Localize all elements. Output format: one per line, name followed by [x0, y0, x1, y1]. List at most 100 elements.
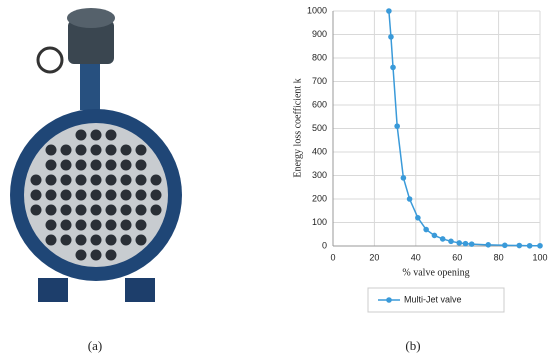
data-point — [394, 123, 400, 129]
valve-hole — [75, 219, 87, 231]
valve-hole — [90, 144, 102, 156]
data-point — [400, 175, 407, 181]
data-point — [390, 64, 396, 71]
legend-box — [367, 287, 505, 313]
x-axis-label: % valve opening — [402, 267, 469, 278]
valve-hole — [60, 234, 72, 246]
y-tick-label: 900 — [312, 29, 327, 39]
valve-hole — [75, 234, 87, 246]
x-tick-label: 0 — [330, 252, 335, 262]
valve-hole — [90, 129, 102, 141]
valve-hole — [150, 204, 162, 216]
valve-hole — [75, 159, 87, 171]
valve-hole — [105, 174, 117, 186]
valve-hole — [135, 159, 147, 171]
valve-hole — [45, 189, 57, 201]
valve-hole — [75, 189, 87, 201]
x-tick-label: 80 — [494, 252, 504, 262]
valve-hole — [105, 234, 117, 246]
data-point — [516, 242, 523, 249]
valve-hole — [60, 144, 72, 156]
valve-hole — [120, 144, 132, 156]
valve-foot — [125, 278, 155, 302]
x-tick-label: 60 — [452, 252, 462, 262]
valve-hole — [105, 219, 117, 231]
valve-hole — [75, 204, 87, 216]
legend-label: Multi-Jet valve — [404, 294, 462, 304]
valve-hole — [45, 144, 57, 156]
data-point — [485, 242, 492, 248]
valve-hole — [45, 204, 57, 216]
valve-hole — [90, 249, 102, 261]
valve-hole — [30, 189, 42, 201]
valve-hole — [90, 234, 102, 246]
valve-hole — [45, 219, 57, 231]
data-point — [448, 238, 454, 245]
y-axis-label: Energy loss coefficient k — [292, 78, 303, 177]
data-point — [431, 232, 438, 239]
valve-hole — [30, 174, 42, 186]
valve-hole — [60, 159, 72, 171]
data-point — [386, 8, 392, 14]
y-tick-label: 700 — [312, 76, 327, 86]
valve-stem — [80, 60, 100, 110]
data-point — [468, 241, 475, 247]
valve-hole — [105, 204, 117, 216]
data-point — [502, 242, 508, 249]
valve-hole — [135, 174, 147, 186]
valve-hole — [45, 234, 57, 246]
y-tick-label: 500 — [312, 123, 327, 133]
valve-hole — [120, 219, 132, 231]
valve-hole — [135, 204, 147, 216]
valve-actuator — [68, 20, 114, 64]
valve-hole — [105, 129, 117, 141]
valve-hole — [120, 174, 132, 186]
valve-hole — [60, 204, 72, 216]
valve-photo — [10, 8, 182, 302]
valve-hole — [150, 189, 162, 201]
valve-hole — [60, 174, 72, 186]
valve-hole — [75, 144, 87, 156]
data-point — [423, 226, 429, 233]
data-point — [537, 242, 543, 249]
valve-hole — [90, 204, 102, 216]
valve-hole — [60, 219, 72, 231]
y-tick-label: 800 — [312, 52, 327, 62]
x-tick-label: 40 — [411, 252, 421, 262]
valve-hole — [105, 249, 117, 261]
valve-foot — [38, 278, 68, 302]
valve-hole — [105, 159, 117, 171]
x-tick-label: 20 — [369, 252, 379, 262]
data-point — [526, 242, 533, 249]
valve-hole — [120, 204, 132, 216]
valve-hole — [75, 129, 87, 141]
data-point — [456, 240, 463, 246]
valve-hole — [90, 219, 102, 231]
valve-hole — [75, 174, 87, 186]
valve-handwheel — [36, 46, 64, 74]
valve-hole — [90, 189, 102, 201]
valve-hole — [135, 234, 147, 246]
y-tick-label: 100 — [312, 217, 327, 227]
valve-hole — [135, 144, 147, 156]
valve-hole — [30, 204, 42, 216]
valve-hole — [75, 249, 87, 261]
y-tick-label: 1000 — [307, 5, 327, 15]
valve-hole — [120, 234, 132, 246]
y-tick-label: 300 — [312, 170, 327, 180]
valve-hole — [90, 174, 102, 186]
data-point — [439, 236, 446, 242]
panel-label: (a) — [88, 338, 102, 353]
data-point — [462, 240, 469, 247]
y-tick-label: 200 — [312, 193, 327, 203]
data-point — [388, 34, 394, 40]
valve-actuator-top — [67, 8, 115, 28]
valve-hole — [45, 174, 57, 186]
valve-hole — [120, 189, 132, 201]
valve-hole — [45, 159, 57, 171]
legend-marker — [386, 297, 392, 303]
y-tick-label: 400 — [312, 146, 327, 156]
valve-hole — [135, 219, 147, 231]
valve-hole — [105, 189, 117, 201]
